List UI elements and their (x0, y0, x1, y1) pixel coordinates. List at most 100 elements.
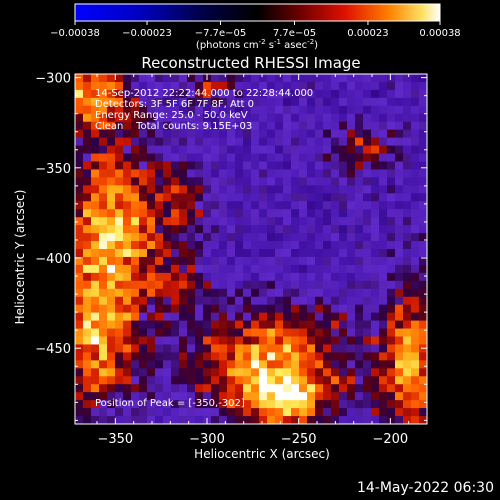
heatmap-cell (107, 360, 116, 369)
heatmap-cell (355, 368, 364, 377)
heatmap-cell (315, 280, 324, 290)
heatmap-cell (411, 344, 420, 353)
heatmap-cell (387, 280, 396, 290)
heatmap-cell (187, 344, 196, 353)
heatmap-cell (355, 296, 364, 306)
heatmap-cell (315, 217, 324, 226)
heatmap-cell (131, 233, 140, 242)
heatmap-cell (267, 392, 276, 401)
heatmap-cell (163, 97, 172, 107)
heatmap-cell (419, 217, 427, 226)
heatmap-cell (267, 264, 276, 274)
heatmap-cell (267, 312, 276, 322)
heatmap-cell (107, 352, 116, 361)
heatmap-cell (251, 312, 260, 322)
heatmap-cell (83, 288, 92, 298)
heatmap-cell (403, 272, 412, 282)
heatmap-cell (339, 193, 348, 202)
heatmap-cell (107, 296, 116, 306)
heatmap-cell (99, 272, 108, 282)
heatmap-cell (355, 328, 364, 338)
heatmap-cell (219, 225, 228, 234)
heatmap-cell (323, 129, 332, 139)
heatmap-cell (203, 312, 212, 322)
heatmap-cell (259, 121, 268, 131)
heatmap-cell (123, 312, 132, 322)
heatmap-cell (307, 384, 316, 393)
heatmap-cell (419, 280, 427, 290)
heatmap-cell (91, 217, 100, 226)
heatmap-cell (299, 113, 308, 123)
heatmap-cell (171, 105, 180, 115)
heatmap-cell (243, 225, 252, 234)
heatmap-cell (315, 288, 324, 298)
heatmap-cell (323, 376, 332, 385)
heatmap-cell (163, 344, 172, 353)
heatmap-cell (403, 185, 412, 194)
heatmap-cell (347, 344, 356, 353)
heatmap-cell (307, 352, 316, 361)
heatmap-cell (355, 392, 364, 401)
heatmap-cell (363, 304, 372, 314)
heatmap-cell (291, 288, 300, 298)
heatmap-cell (235, 121, 244, 131)
heatmap-cell (243, 256, 252, 266)
heatmap-cell (307, 217, 316, 226)
heatmap-cell (291, 74, 300, 83)
heatmap-cell (275, 272, 284, 282)
heatmap-cell (131, 352, 140, 361)
heatmap-cell (371, 105, 380, 115)
heatmap-cell (171, 153, 180, 163)
heatmap-cell (107, 344, 116, 353)
heatmap-cell (219, 304, 228, 314)
heatmap-cell (83, 233, 92, 242)
heatmap-cell (267, 161, 276, 171)
heatmap-cell (155, 249, 164, 258)
heatmap-cell (131, 129, 140, 139)
heatmap-cell (411, 416, 420, 424)
heatmap-cell (147, 233, 156, 242)
heatmap-cell (267, 352, 276, 361)
heatmap-cell (339, 272, 348, 282)
heatmap-cell (379, 272, 388, 282)
heatmap-cell (83, 209, 92, 218)
heatmap-cell (131, 137, 140, 147)
heatmap-cell (339, 89, 348, 99)
heatmap-cell (299, 368, 308, 377)
heatmap-cell (147, 312, 156, 322)
heatmap-cell (107, 169, 116, 178)
heatmap-cell (403, 352, 412, 361)
heatmap-cell (83, 328, 92, 338)
heatmap-cell (235, 400, 244, 409)
heatmap-cell (379, 209, 388, 218)
heatmap-cell (243, 145, 252, 155)
heatmap-cell (315, 209, 324, 218)
heatmap-cell (259, 368, 268, 377)
heatmap-cell (275, 392, 284, 401)
heatmap-cell (187, 249, 196, 258)
heatmap-cell (267, 344, 276, 353)
heatmap-cell (307, 344, 316, 353)
heatmap-cell (403, 344, 412, 353)
heatmap-cell (275, 249, 284, 258)
heatmap-cell (75, 400, 84, 409)
heatmap-cell (99, 304, 108, 314)
heatmap-cell (163, 121, 172, 131)
heatmap-cell (179, 304, 188, 314)
heatmap-cell (331, 296, 340, 306)
heatmap-cell (339, 352, 348, 361)
heatmap-cell (315, 392, 324, 401)
heatmap-cell (107, 368, 116, 377)
heatmap-cell (179, 392, 188, 401)
heatmap-cell (291, 185, 300, 194)
heatmap-cell (299, 264, 308, 274)
heatmap-cell (331, 416, 340, 424)
heatmap-cell (419, 408, 427, 417)
y-axis-label: Heliocentric Y (arcsec) (13, 190, 27, 325)
heatmap-cell (347, 304, 356, 314)
heatmap-cell (227, 153, 236, 163)
heatmap-cell (275, 153, 284, 163)
heatmap-cell (83, 225, 92, 234)
heatmap-cell (195, 105, 204, 115)
heatmap-cell (123, 201, 132, 210)
